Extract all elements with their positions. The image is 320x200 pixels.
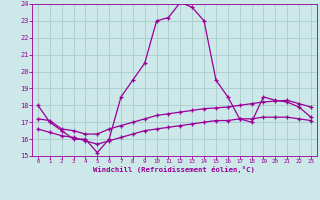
- X-axis label: Windchill (Refroidissement éolien,°C): Windchill (Refroidissement éolien,°C): [93, 166, 255, 173]
